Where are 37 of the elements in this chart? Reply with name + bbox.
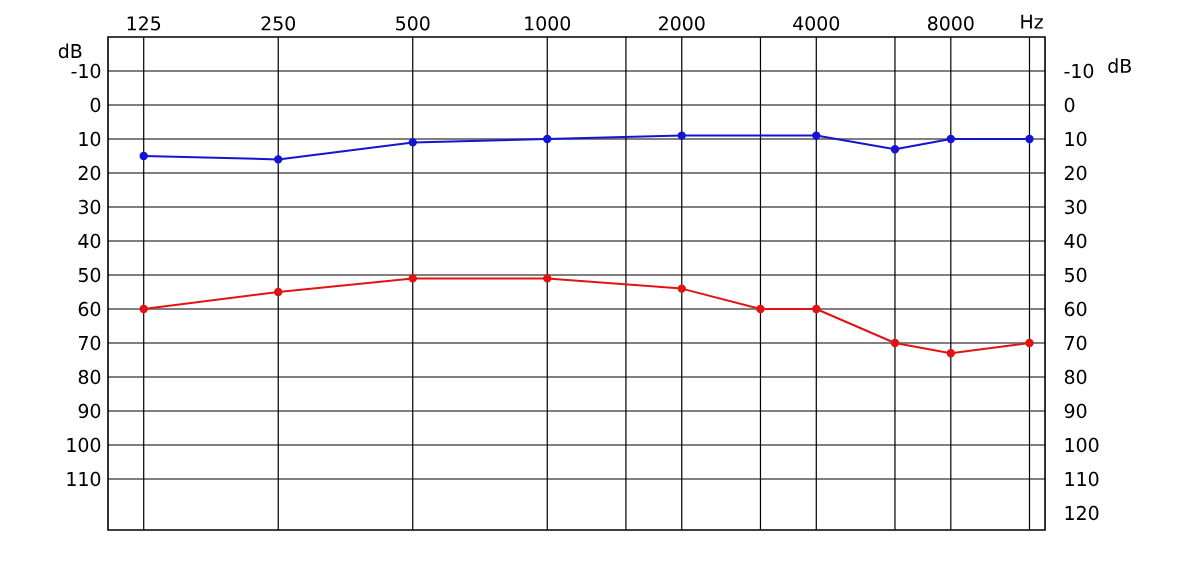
x-tick-label: 125 xyxy=(127,16,161,31)
y2-tick-label: 100 xyxy=(1065,437,1099,453)
y2-tick-label: -10 xyxy=(1064,63,1094,79)
y-tick-label: 40 xyxy=(78,233,101,249)
x-tick-label: 1000 xyxy=(525,16,571,31)
x-tick-label: 500 xyxy=(396,16,430,31)
y-tick-label: 90 xyxy=(78,403,101,419)
y2-tick-label: 90 xyxy=(1064,403,1087,419)
y-tick-label: 70 xyxy=(78,335,101,351)
y2-tick-label: 50 xyxy=(1065,267,1087,283)
y2-tick-label: 70 xyxy=(1065,335,1087,351)
y-tick-label: 60 xyxy=(78,301,101,317)
y2-tick-label: 110 xyxy=(1065,471,1099,487)
x-tick-label: 4000 xyxy=(793,16,840,31)
y-tick-label: 110 xyxy=(67,471,101,487)
y2-tick-label: 0 xyxy=(1064,97,1075,113)
y-axis-title: dB xyxy=(58,43,82,59)
y2-tick-label: 10 xyxy=(1065,131,1087,147)
x-tick-label: 8000 xyxy=(928,16,974,31)
y-tick-label: 80 xyxy=(78,369,101,385)
x-axis-title: Hz xyxy=(1021,14,1043,29)
y-tick-label: -10 xyxy=(71,63,101,79)
y2-tick-label: 120 xyxy=(1065,505,1099,521)
y-tick-label: 50 xyxy=(78,267,101,283)
y-tick-label: 20 xyxy=(78,165,101,181)
y-tick-label: 30 xyxy=(78,199,101,215)
y2-axis-title: dB xyxy=(1108,58,1131,73)
y2-tick-label: 40 xyxy=(1064,233,1087,249)
y-tick-label: 10 xyxy=(79,131,101,147)
y-tick-label: 100 xyxy=(67,437,101,453)
x-tick-label: 250 xyxy=(261,16,296,31)
x-tick-label: 2000 xyxy=(659,16,705,31)
y2-tick-label: 80 xyxy=(1064,369,1087,385)
y2-tick-label: 30 xyxy=(1064,199,1087,215)
y2-tick-label: 20 xyxy=(1064,165,1087,181)
y2-tick-label: 60 xyxy=(1064,301,1087,317)
y-tick-label: 0 xyxy=(90,97,101,113)
